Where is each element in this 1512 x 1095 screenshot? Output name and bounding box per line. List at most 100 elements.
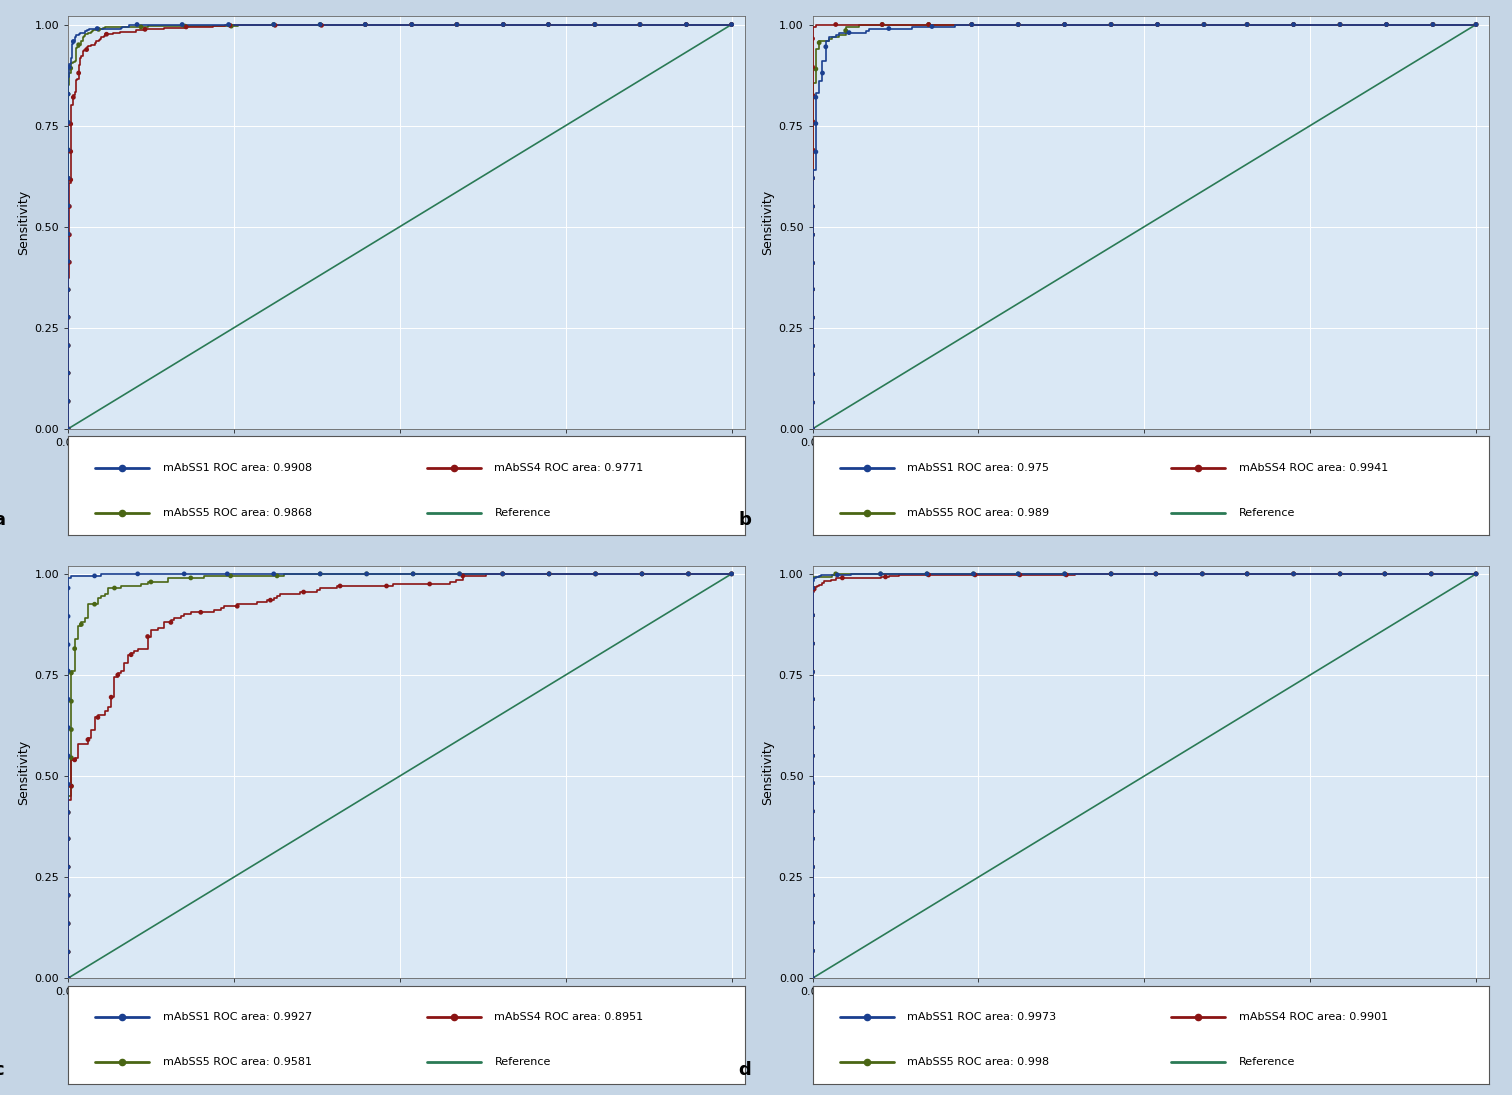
Point — [674, 15, 699, 33]
Point — [676, 565, 700, 583]
Point — [259, 591, 283, 609]
Text: Reference: Reference — [494, 1058, 550, 1068]
Point — [800, 141, 824, 159]
Point — [1420, 565, 1444, 583]
Point — [56, 914, 80, 932]
Point — [178, 569, 203, 587]
Point — [1373, 565, 1397, 583]
Point — [674, 15, 699, 33]
Point — [262, 565, 286, 583]
Point — [800, 337, 824, 355]
Point — [56, 253, 80, 270]
Y-axis label: Sensitivity: Sensitivity — [762, 191, 774, 255]
Point — [824, 15, 848, 33]
Text: mAbSS4 ROC area: 0.9771: mAbSS4 ROC area: 0.9771 — [494, 463, 644, 473]
Point — [59, 171, 83, 188]
Point — [56, 226, 80, 243]
Point — [1052, 15, 1077, 33]
Point — [417, 575, 442, 592]
Point — [56, 943, 80, 960]
Point — [56, 337, 80, 355]
Point — [676, 565, 700, 583]
Point — [800, 366, 824, 383]
Point — [56, 804, 80, 821]
Point — [219, 18, 243, 35]
Point — [826, 566, 850, 584]
Point — [869, 15, 894, 33]
Point — [800, 942, 824, 959]
Point — [537, 565, 561, 583]
Point — [800, 309, 824, 326]
Point — [582, 15, 606, 33]
Point — [674, 15, 699, 33]
Text: mAbSS5 ROC area: 0.989: mAbSS5 ROC area: 0.989 — [907, 508, 1049, 518]
Point — [56, 141, 80, 159]
Point — [838, 24, 862, 42]
Point — [874, 568, 898, 586]
Point — [800, 607, 824, 624]
Point — [800, 280, 824, 298]
Point — [800, 280, 824, 298]
Point — [800, 170, 824, 187]
Point — [720, 565, 744, 583]
Point — [399, 15, 423, 33]
Point — [800, 774, 824, 792]
Point — [56, 85, 80, 103]
Point — [57, 254, 82, 272]
Point — [800, 170, 824, 187]
Point — [262, 15, 286, 33]
Point — [56, 309, 80, 326]
Point — [119, 646, 144, 664]
Point — [1099, 15, 1123, 33]
Point — [800, 914, 824, 932]
Point — [56, 253, 80, 270]
Point — [354, 15, 378, 33]
Point — [1235, 15, 1259, 33]
Point — [1282, 15, 1306, 33]
Point — [1235, 565, 1259, 583]
Point — [800, 366, 824, 383]
Point — [800, 774, 824, 792]
Point — [804, 60, 829, 78]
Point — [1146, 15, 1170, 33]
Point — [67, 65, 91, 82]
Point — [1146, 15, 1170, 33]
Point — [110, 1008, 135, 1026]
Point — [869, 15, 894, 33]
Point — [800, 747, 824, 764]
Point — [125, 15, 150, 33]
Point — [189, 603, 213, 621]
Point — [491, 15, 516, 33]
Point — [169, 15, 194, 33]
Point — [1421, 15, 1445, 33]
Point — [962, 565, 986, 583]
Point — [354, 565, 378, 583]
Point — [59, 777, 83, 795]
Point — [800, 774, 824, 792]
Point — [1328, 15, 1352, 33]
Point — [56, 914, 80, 932]
Point — [399, 15, 423, 33]
Point — [584, 565, 608, 583]
Point — [265, 567, 289, 585]
Point — [800, 914, 824, 932]
Point — [868, 565, 892, 583]
Point — [62, 33, 86, 50]
Point — [800, 254, 824, 272]
Point — [800, 337, 824, 355]
Point — [800, 226, 824, 243]
Point — [800, 830, 824, 848]
Point — [804, 143, 829, 161]
Point — [800, 579, 824, 597]
Point — [1373, 565, 1397, 583]
Point — [915, 565, 939, 583]
Point — [86, 708, 110, 726]
Point — [800, 691, 824, 708]
Point — [1099, 565, 1123, 583]
Point — [308, 15, 333, 33]
Point — [218, 16, 242, 34]
Point — [125, 565, 150, 583]
Point — [56, 943, 80, 960]
Point — [354, 15, 378, 33]
Point — [56, 281, 80, 299]
